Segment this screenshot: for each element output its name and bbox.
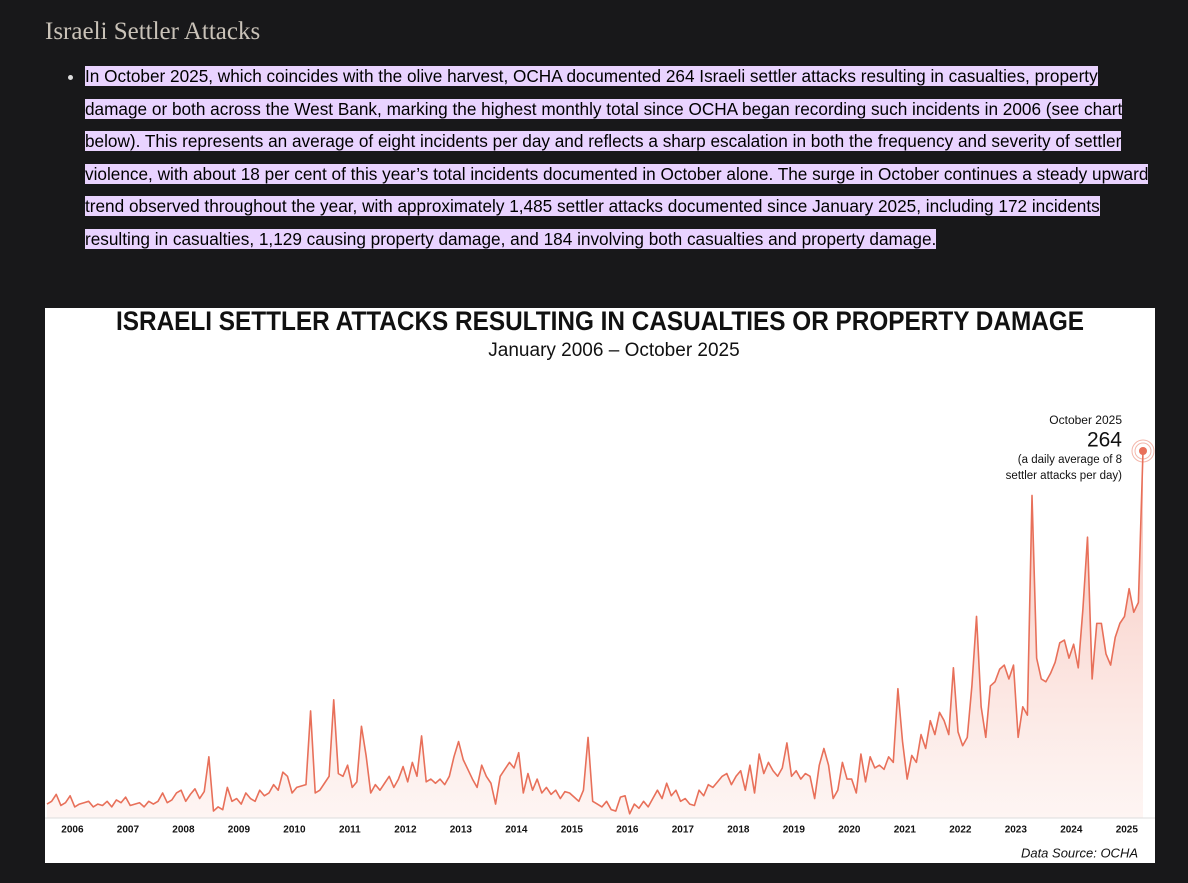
chart: ISRAELI SETTLER ATTACKS RESULTING IN CAS…: [45, 308, 1155, 863]
highlight-ring: [1134, 442, 1152, 460]
x-tick-label: 2019: [783, 825, 806, 836]
bullet-list: In October 2025, which coincides with th…: [45, 60, 1155, 255]
annotation-line: (a daily average of 8: [1018, 454, 1122, 466]
annotation-line: settler attacks per day): [1006, 470, 1122, 482]
x-tick-label: 2009: [228, 825, 251, 836]
heading: Israeli Settler Attacks: [45, 18, 261, 45]
x-tick-label: 2013: [450, 825, 473, 836]
bullet-item: In October 2025, which coincides with th…: [85, 60, 1155, 255]
x-tick-label: 2006: [61, 825, 84, 836]
x-tick-label: 2014: [505, 825, 528, 836]
x-tick-label: 2022: [949, 825, 972, 836]
x-tick-label: 2020: [838, 825, 861, 836]
x-tick-label: 2008: [172, 825, 195, 836]
x-tick-label: 2017: [672, 825, 695, 836]
highlight-point: [1139, 447, 1147, 455]
annotation-date: October 2025: [1049, 413, 1122, 427]
highlight-ring: [1131, 439, 1155, 463]
x-tick-label: 2023: [1005, 825, 1028, 836]
area: [47, 451, 1143, 818]
x-tick-label: 2011: [339, 825, 361, 836]
source: Data Source: OCHA: [1021, 845, 1138, 860]
paragraph: In October 2025, which coincides with th…: [85, 66, 1149, 249]
x-tick-label: 2021: [894, 825, 917, 836]
x-tick-label: 2012: [394, 825, 417, 836]
chart-title: ISRAELI SETTLER ATTACKS RESULTING IN CAS…: [116, 308, 1084, 336]
chart-subtitle: January 2006 – October 2025: [488, 340, 739, 361]
annotation-value: 264: [1087, 429, 1122, 452]
line: [46, 450, 1144, 815]
x-tick-label: 2024: [1060, 825, 1083, 836]
x-tick-label: 2016: [616, 825, 639, 836]
x-tick-label: 2010: [283, 825, 306, 836]
x-tick-label: 2015: [561, 825, 584, 836]
x-tick-label: 2025: [1116, 825, 1139, 836]
x-tick-label: 2018: [727, 825, 750, 836]
x-tick-label: 2007: [117, 825, 140, 836]
